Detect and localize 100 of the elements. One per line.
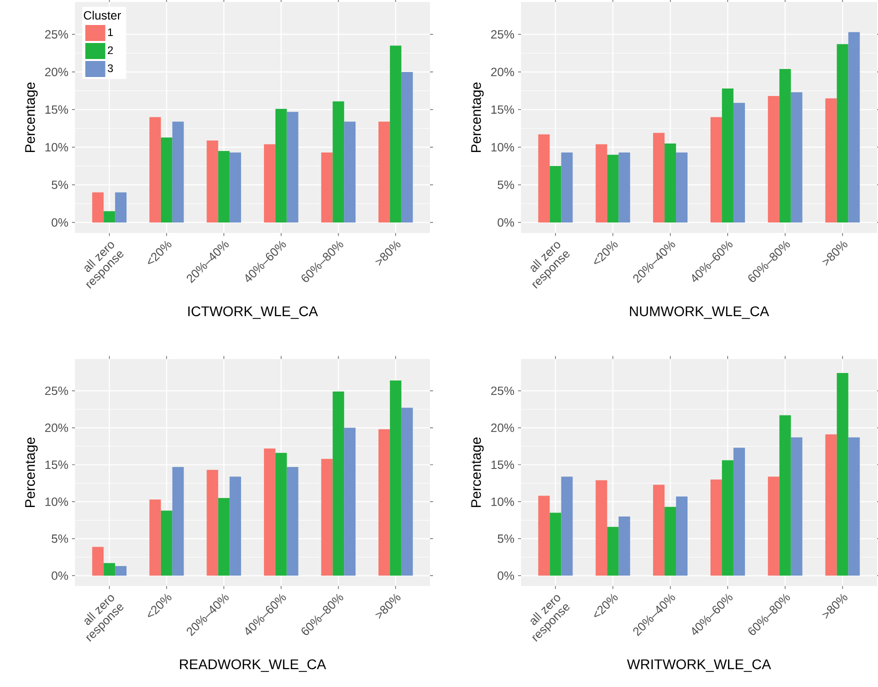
bar <box>390 46 402 222</box>
bar <box>321 152 333 222</box>
bar <box>836 44 848 222</box>
bar <box>710 117 722 222</box>
legend-label: 2 <box>108 46 113 54</box>
legend-label: 1 <box>108 28 113 36</box>
y-tick-label: 15% <box>45 105 68 114</box>
x-axis-title: NUMWORK_WLE_CA <box>630 306 770 319</box>
bar <box>722 88 734 222</box>
y-tick-label: 25% <box>45 386 68 396</box>
bar <box>390 380 402 576</box>
bar <box>104 211 116 222</box>
bar <box>160 137 172 222</box>
bar <box>550 512 562 576</box>
bar <box>115 192 127 222</box>
bar <box>172 122 184 222</box>
bar <box>92 546 104 576</box>
bar <box>149 499 161 576</box>
bar <box>676 152 688 222</box>
y-tick-label: 10% <box>45 497 68 506</box>
bar <box>848 437 860 576</box>
bar <box>722 460 734 576</box>
y-tick-label: 15% <box>45 460 68 469</box>
bar <box>218 498 230 576</box>
x-axis-title: READWORK_WLE_CA <box>180 659 326 672</box>
y-tick-label: 0% <box>498 218 514 227</box>
y-tick-label: 20% <box>45 68 68 76</box>
y-axis-title: Percentage <box>25 437 38 508</box>
bar <box>206 470 218 576</box>
bar <box>550 166 562 222</box>
y-tick-label: 20% <box>491 68 514 76</box>
bar <box>332 101 344 222</box>
bar <box>790 92 802 222</box>
bar <box>275 108 287 222</box>
bar <box>779 415 791 576</box>
y-tick-label: 10% <box>491 497 514 506</box>
bar <box>825 434 837 576</box>
bar <box>596 144 608 222</box>
bar <box>218 150 230 222</box>
bar <box>332 392 344 576</box>
y-axis-title: Percentage <box>25 82 38 152</box>
bar <box>230 476 242 576</box>
bar <box>653 484 665 576</box>
bar <box>618 152 630 222</box>
y-tick-label: 25% <box>45 30 68 39</box>
bar <box>710 480 722 576</box>
bar <box>676 496 688 576</box>
bar <box>664 506 676 576</box>
bar <box>104 563 116 576</box>
bar <box>768 476 780 576</box>
bar <box>538 496 550 576</box>
y-tick-label: 25% <box>491 30 514 39</box>
y-tick-label: 20% <box>491 424 514 432</box>
y-tick-label: 5% <box>498 180 514 190</box>
bar <box>378 429 390 576</box>
y-tick-label: 10% <box>45 142 68 152</box>
bar <box>160 510 172 576</box>
bar <box>275 452 287 576</box>
bar <box>401 72 413 222</box>
bar <box>664 143 676 222</box>
y-tick-label: 5% <box>52 534 68 543</box>
bar <box>378 122 390 222</box>
bar <box>286 466 298 576</box>
bar <box>596 480 608 576</box>
x-axis-title: WRITWORK_WLE_CA <box>627 659 772 672</box>
y-tick-label: 20% <box>45 424 68 432</box>
bar <box>115 566 127 576</box>
bar <box>733 102 745 222</box>
bar <box>848 32 860 222</box>
bar <box>607 154 619 222</box>
bar <box>92 192 104 222</box>
bar <box>149 117 161 222</box>
bar <box>264 144 276 222</box>
y-axis-title: Percentage <box>471 437 484 508</box>
y-tick-label: 0% <box>498 571 514 580</box>
bar <box>561 152 573 222</box>
bar <box>825 98 837 222</box>
bar <box>286 112 298 222</box>
bar <box>172 466 184 576</box>
y-tick-label: 0% <box>52 218 68 227</box>
bar <box>561 476 573 576</box>
bar <box>344 428 356 576</box>
bar <box>321 458 333 576</box>
y-tick-label: 15% <box>491 460 514 469</box>
x-axis-title: ICTWORK_WLE_CA <box>188 306 318 319</box>
bar <box>790 437 802 576</box>
bar <box>264 448 276 576</box>
y-tick-label: 5% <box>52 180 68 190</box>
bar <box>344 122 356 222</box>
bar <box>836 373 848 576</box>
bar <box>768 96 780 222</box>
legend-label: 3 <box>108 64 113 72</box>
y-tick-label: 0% <box>52 571 68 580</box>
bar <box>206 140 218 222</box>
y-tick-label: 10% <box>491 142 514 152</box>
legend-title: Cluster <box>84 10 121 20</box>
bar <box>779 68 791 222</box>
y-tick-label: 25% <box>491 386 514 396</box>
y-tick-label: 15% <box>491 105 514 114</box>
bar <box>230 152 242 222</box>
